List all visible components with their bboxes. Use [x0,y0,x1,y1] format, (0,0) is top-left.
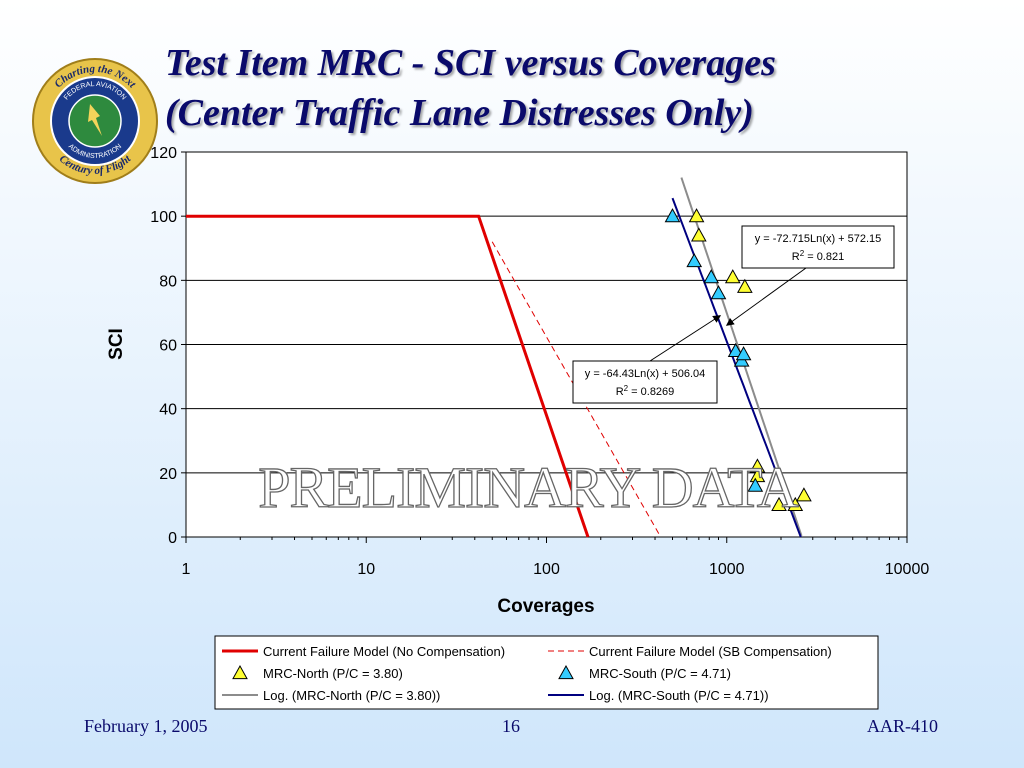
mrc-north-point [736,278,753,293]
mrc-south-point [664,208,681,223]
mrc-north-point [688,208,705,223]
mrc-south-point [735,346,752,361]
x-axis-label: Coverages [497,596,594,617]
legend-marker [558,664,574,680]
legend-label: MRC-North (P/C = 3.80) [263,666,403,681]
mrc-south-point [727,342,744,358]
x-tick-label: 10 [357,561,375,578]
legend-label: Current Failure Model (SB Compensation) [589,644,832,659]
mrc-south-point [710,285,727,300]
mrc-south-point [747,477,764,492]
x-tick-label: 10000 [885,561,930,578]
y-tick-label: 60 [159,338,177,355]
slide-title-line-2: (Center Traffic Lane Distresses Only) [165,92,754,134]
mrc-south-point [686,253,703,268]
legend-label: Log. (MRC-South (P/C = 4.71)) [589,688,769,703]
mrc-north-point [796,487,812,502]
faa-logo-icon: Charting the Next Century of Flight FEDE… [32,58,158,184]
series-layer [186,177,812,538]
footer-date: February 1, 2005 [84,716,208,736]
y-tick-label: 120 [150,145,177,162]
mrc-north-point [724,269,741,284]
annotation-arrow [725,267,807,326]
y-tick-label: 100 [150,209,177,226]
legend-label: MRC-South (P/C = 4.71) [589,666,731,681]
mrc-north-point [771,496,787,512]
y-tick-label: 20 [159,466,177,483]
legend-label: Log. (MRC-North (P/C = 3.80)) [263,688,440,703]
annotation-box [741,225,895,269]
slide-title: Test Item MRC - SCI versus Coverages (Ce… [165,38,1005,138]
legend-marker [232,664,248,680]
trend-r-squared: R2 = 0.821 [792,249,844,263]
watermark-text: PRELIMINARY DATA [258,455,799,520]
legend-box [214,635,879,710]
x-tick-label: 1000 [709,561,745,578]
legend-swatch [232,664,248,680]
mrc-north-point [690,227,707,242]
chart-legend: Current Failure Model (No Compensation) C… [214,635,879,710]
failure-model-line-1 [491,241,662,538]
y-axis-label: SCI [106,328,127,360]
trend-r-squared: R2 = 0.8269 [616,384,675,398]
failure-model-line-0 [186,214,590,538]
footer-code: AAR-410 [867,716,938,736]
legend-label: Current Failure Model (No Compensation) [263,644,505,659]
annotation-arrow [649,315,722,362]
mrc-north-point [787,496,804,512]
y-tick-label: 80 [159,273,177,290]
footer-page-number: 16 [502,716,520,736]
x-tick-label: 1 [182,561,191,578]
x-tick-label: 100 [533,561,560,578]
annotation-box [572,360,718,404]
legend-swatch [558,664,574,680]
trend-equation: y = -72.715Ln(x) + 572.15 [755,233,882,245]
y-tick-label: 0 [168,530,177,547]
annotations: y = -72.715Ln(x) + 572.15 R2 = 0.821 y = -… [572,225,895,404]
mrc-south-point [703,269,720,284]
gridlines [186,215,907,474]
trend-equation: y = -64.43Ln(x) + 506.04 [585,368,705,380]
slide-title-line-1: Test Item MRC - SCI versus Coverages [165,42,776,84]
y-tick-label: 40 [159,402,177,419]
